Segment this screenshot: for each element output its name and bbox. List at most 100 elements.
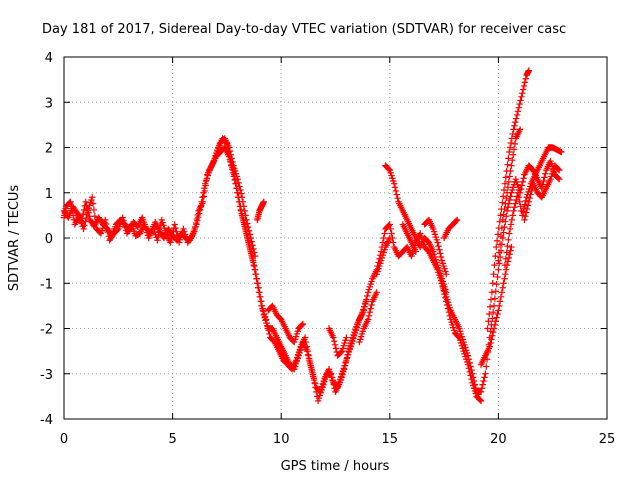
data-point xyxy=(255,289,263,296)
data-point xyxy=(197,203,205,210)
data-point xyxy=(364,316,372,323)
x-tick-label: 15 xyxy=(382,432,399,447)
data-point xyxy=(298,321,306,329)
data-point xyxy=(511,140,519,148)
data-point xyxy=(486,343,493,350)
data-point xyxy=(516,100,523,108)
data-point xyxy=(496,241,504,248)
data-point xyxy=(248,250,255,257)
data-point xyxy=(172,224,179,232)
x-tick-label: 25 xyxy=(599,432,616,447)
data-point xyxy=(362,298,370,305)
data-point xyxy=(517,185,525,193)
data-point xyxy=(466,368,473,376)
data-point xyxy=(120,217,127,225)
data-point xyxy=(237,186,244,194)
x-tick-label: 5 xyxy=(168,432,176,447)
data-point xyxy=(455,333,462,340)
data-point xyxy=(502,255,509,263)
data-point xyxy=(496,302,503,310)
data-point xyxy=(505,155,512,162)
data-point xyxy=(498,289,506,296)
data-point xyxy=(500,280,507,287)
data-point xyxy=(493,243,500,251)
data-point xyxy=(250,245,257,253)
data-point xyxy=(513,111,521,119)
data-point xyxy=(511,122,518,129)
data-point xyxy=(154,237,161,244)
data-point xyxy=(517,97,524,104)
x-tick-label: 10 xyxy=(273,432,290,447)
data-point xyxy=(174,232,181,239)
y-tick-label: -4 xyxy=(40,413,53,428)
data-point xyxy=(307,360,314,367)
data-point xyxy=(67,198,74,205)
data-point xyxy=(468,375,475,383)
data-point xyxy=(200,189,207,196)
data-point xyxy=(390,180,398,187)
data-point xyxy=(515,194,523,201)
data-point xyxy=(443,301,451,309)
data-point xyxy=(501,180,509,187)
data-point xyxy=(385,166,393,173)
y-tick-label: 3 xyxy=(45,96,53,111)
data-point xyxy=(340,366,348,373)
data-point xyxy=(232,180,239,187)
data-point xyxy=(512,118,519,126)
data-point xyxy=(524,202,532,209)
data-point xyxy=(522,213,529,220)
data-point xyxy=(527,191,534,198)
data-point xyxy=(437,253,445,261)
y-tick-label: -3 xyxy=(40,368,53,383)
data-point xyxy=(523,205,531,213)
data-point xyxy=(244,235,251,243)
data-point xyxy=(486,310,493,318)
data-point xyxy=(412,248,420,255)
data-point xyxy=(173,228,180,235)
data-point xyxy=(234,175,241,183)
data-point xyxy=(251,249,258,256)
data-point xyxy=(250,261,258,269)
data-point xyxy=(476,396,484,404)
data-point xyxy=(239,198,247,205)
data-point xyxy=(92,219,99,226)
data-point xyxy=(492,288,499,295)
data-point xyxy=(342,358,350,366)
data-point xyxy=(309,371,317,378)
data-point xyxy=(510,146,518,153)
data-point xyxy=(257,298,264,305)
data-point xyxy=(304,347,311,355)
data-point xyxy=(499,284,506,291)
data-point xyxy=(484,325,491,332)
data-point xyxy=(520,82,528,90)
data-point xyxy=(227,151,235,158)
data-point xyxy=(198,198,205,205)
data-point xyxy=(483,363,490,370)
data-point xyxy=(498,224,506,232)
data-point xyxy=(500,229,507,236)
data-point xyxy=(91,213,99,220)
data-point xyxy=(508,216,516,224)
data-point xyxy=(236,183,243,190)
data-point xyxy=(491,321,499,329)
data-point xyxy=(494,273,501,281)
data-point xyxy=(513,115,520,122)
plot-frame xyxy=(63,56,608,420)
data-point xyxy=(253,275,260,282)
data-point xyxy=(558,148,565,156)
data-point xyxy=(506,230,513,237)
data-point xyxy=(254,280,261,287)
data-point xyxy=(519,86,527,93)
data-point xyxy=(262,316,270,323)
data-point xyxy=(493,237,501,244)
data-point xyxy=(248,238,255,245)
data-point xyxy=(331,341,339,348)
data-point xyxy=(503,194,510,202)
data-point xyxy=(229,158,236,166)
data-point xyxy=(366,309,374,316)
data-point xyxy=(486,303,494,310)
y-tick-label: 2 xyxy=(45,142,53,157)
data-point xyxy=(439,283,446,291)
data-point xyxy=(264,323,271,330)
